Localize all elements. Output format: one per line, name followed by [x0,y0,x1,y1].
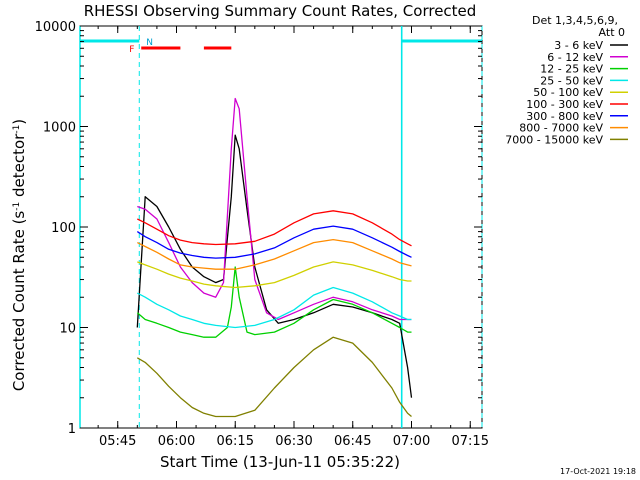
footer-date: 17-Oct-2021 19:18 [560,467,636,476]
legend-label-1: 6 - 12 keV [547,51,603,64]
legend-label-2: 12 - 25 keV [540,63,603,76]
legend-label-6: 300 - 800 keV [526,110,603,123]
y-tick-label-4: 10000 [35,20,76,35]
x-tick-label-6: 07:15 [452,434,489,449]
plot-frame [79,25,483,429]
series-line-2 [136,266,412,338]
legend-label-0: 3 - 6 keV [554,39,603,52]
chart-title: RHESSI Observing Summary Count Rates, Co… [84,2,477,20]
legend-label-4: 50 - 100 keV [533,86,603,99]
legend-label-8: 7000 - 15000 keV [505,133,603,146]
series-line-8 [136,336,412,418]
series-line-3 [137,286,412,329]
y-tick-label-3: 1000 [43,121,76,136]
annotation-f: F [129,45,134,55]
x-tick-label-3: 06:30 [275,434,312,449]
x-axis-label: Start Time (13-Jun-11 05:35:22) [160,453,400,471]
annotation-n: N [146,38,153,48]
y-tick-label-0: 1 [68,422,76,437]
legend-header-line1: Det 1,3,4,5,6,9, [532,14,618,27]
legend-label-7: 800 - 7000 keV [519,122,603,135]
x-tick-label-0: 05:45 [99,434,136,449]
y-tick-label-2: 100 [51,221,76,236]
plot-area: N F 05:45 06:00 06:15 06:30 06:45 07:00 07:15 1 10… [35,20,489,449]
legend-label-3: 25 - 50 keV [540,74,603,87]
x-tick-label-5: 07:00 [393,434,430,449]
y-tick-label-1: 10 [59,322,76,337]
x-tick-label-2: 06:15 [217,434,254,449]
legend-header-line2: Att 0 [599,26,625,39]
x-tick-label-4: 06:45 [334,434,371,449]
x-tick-label-1: 06:00 [158,434,195,449]
y-axis-label: Corrected Count Rate (s-1 detector-1) [10,119,28,391]
series-line-7 [137,238,412,270]
legend-label-5: 100 - 300 keV [526,98,603,111]
series-line-6 [136,225,412,259]
series-line-4 [137,261,412,289]
series-line-0 [136,134,413,398]
series-line-1 [137,97,412,321]
series-line-5 [137,210,412,247]
